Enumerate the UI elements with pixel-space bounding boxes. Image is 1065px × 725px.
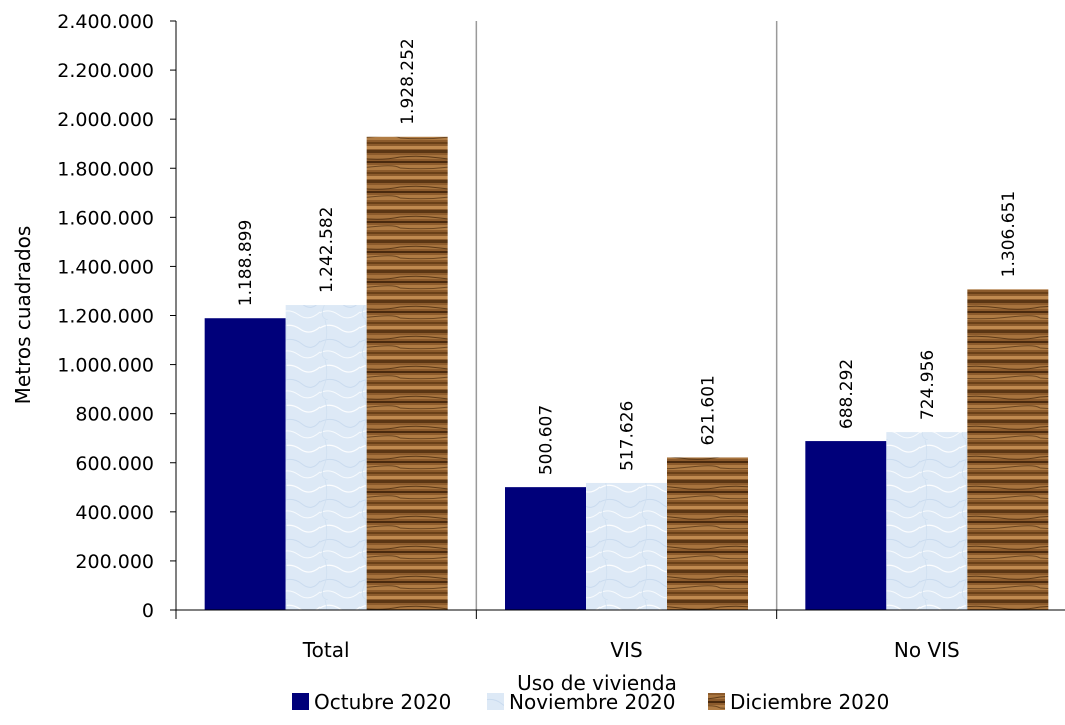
legend-swatch [708, 693, 725, 710]
bar-1-3 [805, 441, 887, 610]
y-tick-label: 1.800.000 [57, 158, 154, 180]
legend-label: Diciembre 2020 [730, 690, 889, 714]
y-tick-label: 800.000 [75, 404, 154, 426]
y-tick-label: 0 [142, 600, 154, 622]
y-tick-label: 1.000.000 [57, 355, 154, 377]
y-tick-label: 200.000 [75, 551, 154, 573]
y-axis-title: Metros cuadrados [11, 226, 35, 405]
bar-3-1 [366, 136, 448, 610]
category-separators [475, 21, 778, 610]
legend-label: Noviembre 2020 [509, 690, 675, 714]
y-tick-label: 1.600.000 [57, 207, 154, 229]
bars [204, 136, 1049, 610]
x-tick-label: No VIS [894, 638, 960, 662]
y-tick-label: 600.000 [75, 453, 154, 475]
data-label: 1.242.582 [317, 207, 337, 294]
legend-swatch [487, 693, 504, 710]
data-labels: 1.188.899 1.242.582 1.928.252 500.607 517.62… [236, 38, 1019, 475]
bar-3-2 [667, 457, 748, 610]
legend: Octubre 2020 Noviembre 2020 Diciembre 2020 [292, 690, 889, 714]
y-tick-label: 2.400.000 [57, 11, 154, 33]
data-label: 1.928.252 [398, 38, 418, 125]
bar-1-2 [505, 487, 586, 610]
bar-2-2 [586, 482, 667, 610]
y-tick-label: 400.000 [75, 502, 154, 524]
x-ticks: Total VIS No VIS [175, 610, 960, 662]
data-label: 1.306.651 [999, 191, 1019, 278]
bar-2-1 [285, 305, 367, 610]
legend-label: Octubre 2020 [314, 690, 451, 714]
data-label: 724.956 [918, 350, 938, 420]
x-tick-label: VIS [610, 638, 642, 662]
x-axis-title: Uso de vivienda [517, 671, 677, 695]
bar-1-1 [204, 318, 286, 610]
data-label: 688.292 [837, 359, 857, 429]
data-label: 621.601 [699, 375, 719, 445]
bar-2-3 [886, 432, 968, 610]
y-tick-label: 1.400.000 [57, 256, 154, 278]
bar-3-3 [967, 289, 1049, 610]
y-tick-label: 2.000.000 [57, 109, 154, 131]
data-label: 1.188.899 [236, 220, 256, 307]
data-label: 500.607 [537, 405, 557, 475]
x-tick-label: Total [302, 638, 350, 662]
data-label: 517.626 [618, 401, 638, 471]
y-tick-label: 1.200.000 [57, 306, 154, 328]
x-axis: Total VIS No VIS [175, 609, 1065, 662]
y-tick-label: 2.200.000 [57, 60, 154, 82]
y-ticks: 0 200.000 400.000 600.000 800.000 1.000.000 1.… [57, 11, 176, 622]
y-axis: 0 200.000 400.000 600.000 800.000 1.000.000 1.… [57, 11, 177, 622]
legend-swatch [292, 693, 309, 710]
